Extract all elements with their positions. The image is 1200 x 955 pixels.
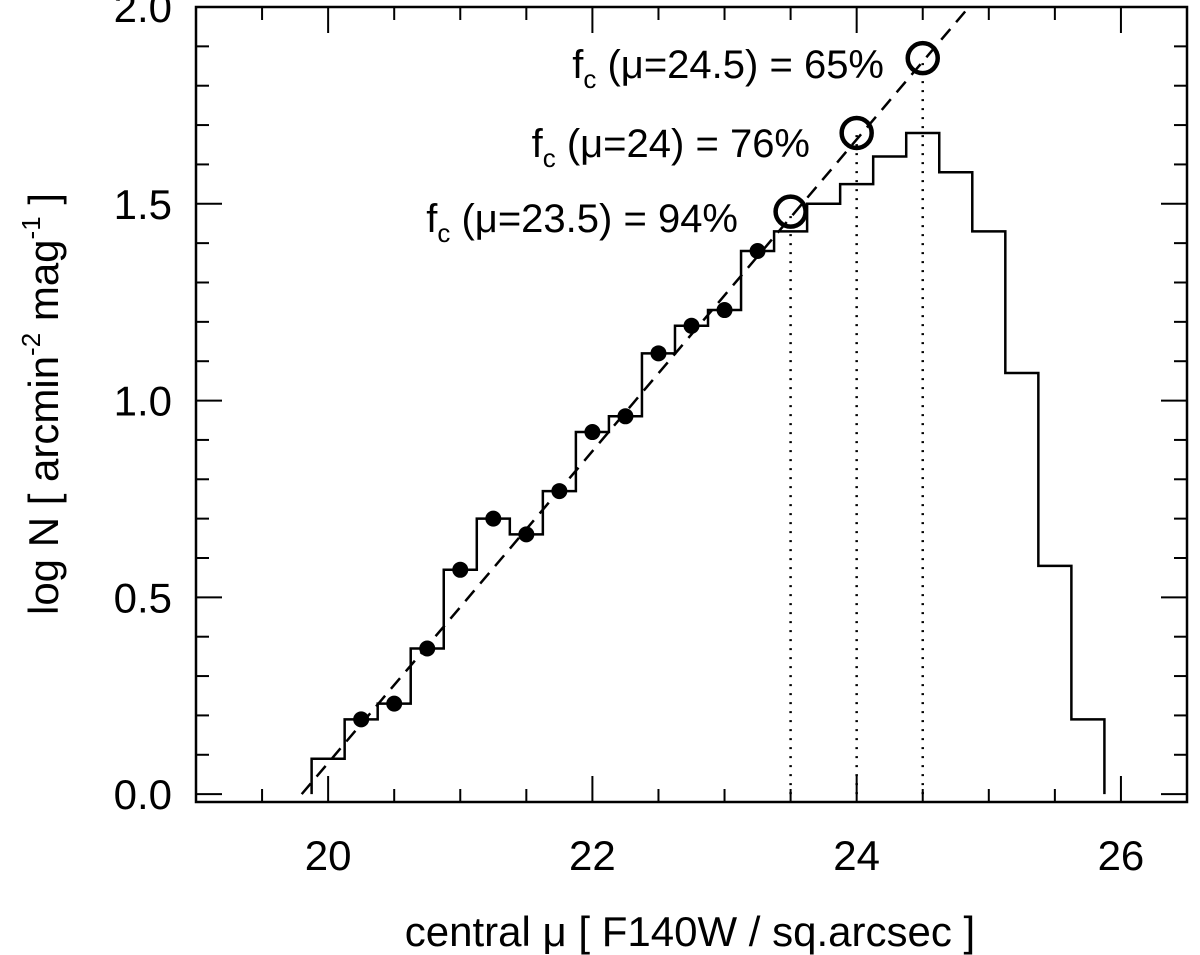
y-tick-label: 2.0 (114, 0, 172, 31)
y-tick-label: 1.5 (114, 181, 172, 228)
y-tick-label: 0.0 (114, 771, 172, 818)
plot-marks (300, 6, 1106, 795)
x-tick-labels: 20 22 24 26 (305, 832, 1145, 879)
data-point (617, 408, 634, 425)
y-tick-labels: 0.0 0.5 1.0 1.5 2.0 (114, 0, 172, 818)
x-tick-label: 26 (1098, 832, 1145, 879)
data-point (584, 424, 601, 441)
fit-line (300, 6, 970, 795)
x-axis-title: central μ [ F140W / sq.arcsec ] (405, 908, 975, 955)
data-point (386, 695, 403, 712)
plot-frame (194, 5, 1189, 804)
completeness-label: fc (μ=24) = 76% (532, 122, 810, 173)
x-tick-label: 22 (569, 832, 616, 879)
data-point (650, 345, 667, 362)
data-point (419, 640, 436, 657)
x-tick-label: 24 (833, 832, 880, 879)
completeness-label: fc (μ=24.5) = 65% (572, 43, 884, 94)
completeness-marker (773, 194, 808, 229)
data-point (353, 711, 370, 728)
completeness-marker (839, 115, 874, 151)
data-point (683, 317, 700, 334)
data-point (452, 561, 469, 578)
data-point (551, 483, 568, 500)
data-point (716, 302, 733, 319)
y-axis-title: log N [ arcmin-2 mag-1 ] (16, 193, 67, 615)
histogram-series (310, 131, 1106, 795)
axis-ticks (195, 6, 1188, 802)
completeness-marker (905, 40, 940, 76)
x-tick-label: 20 (305, 832, 352, 879)
annotations: fc (μ=24.5) = 65% fc (μ=24) = 76% fc (μ=23… (426, 43, 884, 248)
y-tick-label: 0.5 (114, 574, 172, 621)
y-tick-label: 1.0 (114, 378, 172, 425)
data-point (749, 243, 766, 260)
data-point (485, 510, 502, 527)
completeness-label: fc (μ=23.5) = 94% (426, 197, 738, 248)
data-point (518, 526, 535, 543)
